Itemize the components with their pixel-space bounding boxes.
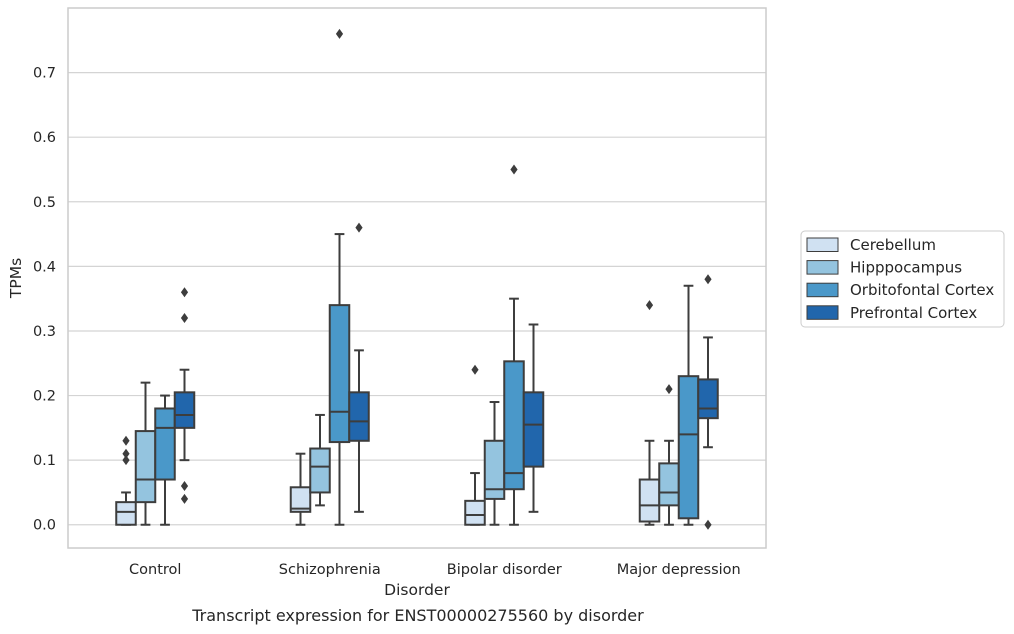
box [348,222,370,513]
outlier-point [665,384,673,395]
box [309,413,331,507]
box-body [697,378,719,420]
legend: Cerebellum Hipppocampus Orbitofontal Corte… [800,230,1005,328]
box-body [115,501,137,526]
outlier-point [704,274,712,285]
series-hipppocampus [134,381,680,526]
series-cerebellum [115,300,661,526]
legend-item: Hipppocampus [806,259,962,277]
box [503,164,525,526]
box [154,394,176,526]
outlier-point [180,493,189,504]
box-body [658,462,680,507]
y-tick-label: 0.4 [33,259,56,275]
box [115,435,137,526]
box-body [134,430,157,504]
box-body [503,360,525,491]
y-axis-label: TPMs [7,258,25,299]
box [134,381,157,526]
y-tick-label: 0.2 [33,389,56,405]
y-axis-ticks: 0.0 0.1 0.2 0.3 0.4 0.5 0.6 0.7 [33,66,56,534]
box-body [522,391,545,468]
x-axis-ticks: Control Schizophrenia Bipolar disorder Majo… [129,562,741,578]
legend-swatch [806,282,839,298]
y-tick-label: 0.7 [33,66,56,82]
outlier-point [471,364,479,375]
x-axis-label: Disorder [384,581,450,599]
legend-label: Orbitofontal Cortex [850,281,994,299]
legend-swatch [806,305,839,320]
y-tick-label: 0.3 [33,324,56,340]
legend-item: Cerebellum [806,236,936,254]
legend-swatch [806,260,839,275]
outlier-point [180,313,189,324]
x-tick-label: Control [129,562,181,578]
box [328,28,351,526]
box [483,401,506,526]
box-series [115,28,719,530]
x-tick-label: Bipolar disorder [447,562,562,578]
box-body [154,407,176,481]
outlier-point [122,435,130,446]
box-body [638,478,661,523]
box [697,274,719,530]
series-orbitofontal-cortex [154,28,700,526]
box [638,300,661,526]
outlier-point [510,164,518,175]
box-body [173,391,196,429]
box-body [677,375,700,520]
legend-label: Prefrontal Cortex [850,304,977,322]
legend-frame [800,230,1005,328]
chart-caption: Transcript expression for ENST0000027556… [192,606,644,625]
box [658,384,680,526]
outlier-point [180,480,189,491]
boxplot-chart: 0.0 0.1 0.2 0.3 0.4 0.5 0.6 0.7 Control Schizoph… [7,7,1005,599]
y-tick-label: 0.5 [33,195,56,211]
x-tick-label: Schizophrenia [279,562,381,578]
box-body [328,304,351,444]
box [289,452,312,526]
box-body [309,447,331,494]
outlier-point [704,519,712,530]
box [522,323,545,513]
legend-item: Orbitofontal Cortex [806,281,994,299]
outlier-point [645,300,654,311]
box [173,287,196,504]
y-tick-label: 0.1 [33,453,56,469]
outlier-point [335,28,344,39]
legend-label: Hipppocampus [850,259,962,277]
x-tick-label: Major depression [617,562,741,578]
plot-frame [67,7,767,549]
outlier-point [122,448,130,459]
legend-label: Cerebellum [850,236,936,254]
y-tick-label: 0.6 [33,130,56,146]
y-tick-label: 0.0 [33,518,56,534]
box-body [289,486,312,513]
legend-swatch [806,237,839,252]
outlier-point [122,455,130,466]
box-body [348,391,370,442]
outlier-point [180,287,189,298]
legend-item: Prefrontal Cortex [806,304,977,322]
series-prefrontal-cortex [173,222,719,530]
box-body [464,499,486,526]
outlier-point [355,222,363,233]
box [464,364,486,526]
box [677,284,700,526]
